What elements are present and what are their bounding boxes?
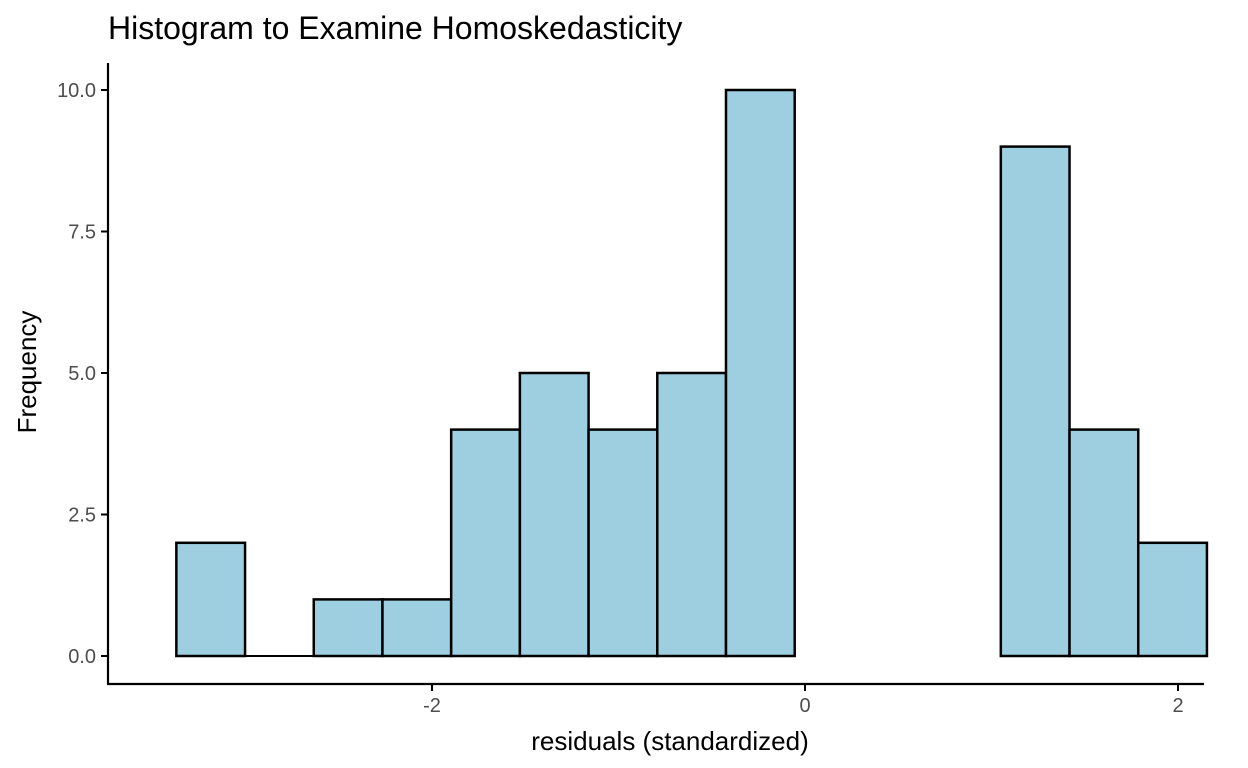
histogram-bar-2 bbox=[312, 598, 384, 658]
y-tick-label: 2.5 bbox=[68, 505, 96, 527]
histogram-bar-4 bbox=[449, 428, 522, 658]
histogram-bar-0 bbox=[175, 541, 247, 658]
bars-layer bbox=[175, 88, 1209, 658]
y-tick-label: 10.0 bbox=[57, 80, 96, 102]
histogram-bar-9 bbox=[999, 145, 1071, 658]
histogram-bar-10 bbox=[1068, 428, 1140, 658]
y-tick-label: 7.5 bbox=[68, 222, 96, 244]
y-ticks-layer: 0.0 2.5 5.0 7.5 10.0 bbox=[57, 80, 108, 668]
x-tick-label: 0 bbox=[799, 695, 810, 717]
x-tick-label: -2 bbox=[423, 695, 441, 717]
histogram-bar-5 bbox=[518, 371, 590, 658]
y-axis-title: Frequency bbox=[12, 311, 42, 434]
histogram-bar-8 bbox=[724, 88, 796, 658]
x-tick-label: 2 bbox=[1172, 695, 1183, 717]
y-tick-label: 5.0 bbox=[68, 363, 96, 385]
histogram-bar-6 bbox=[587, 428, 659, 658]
y-tick-label: 0.0 bbox=[68, 646, 96, 668]
histogram-bar-3 bbox=[381, 598, 453, 658]
histogram-bar-7 bbox=[656, 371, 728, 658]
chart-title: Histogram to Examine Homoskedasticity bbox=[108, 10, 682, 46]
histogram-bar-11 bbox=[1136, 541, 1209, 658]
x-ticks-layer: -2 0 2 bbox=[423, 684, 1184, 717]
x-axis-title: residuals (standardized) bbox=[531, 726, 808, 756]
